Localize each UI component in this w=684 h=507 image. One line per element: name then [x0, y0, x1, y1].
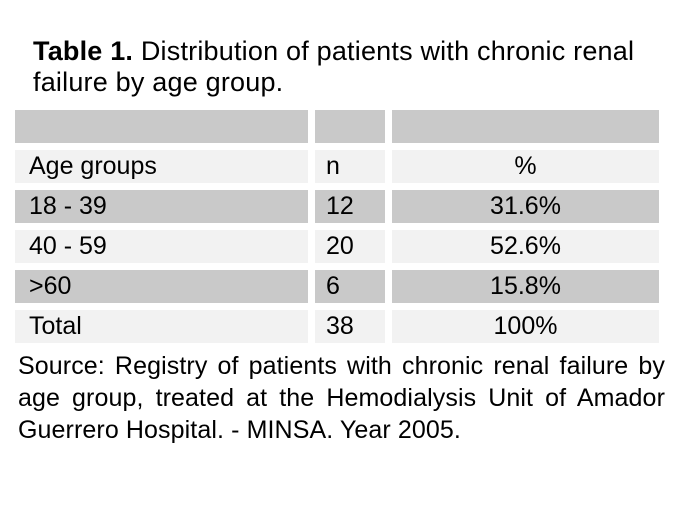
cell-percent-total: 100% — [392, 310, 659, 343]
cell-n-total: 38 — [315, 310, 385, 343]
cell-age-group: >60 — [15, 270, 308, 303]
table-caption: Table 1. Distribution of patients with c… — [33, 36, 663, 98]
source-note: Source: Registry of patients with chroni… — [18, 352, 665, 444]
cell-age-group: 40 - 59 — [15, 230, 308, 263]
cell-percent: 15.8% — [392, 270, 659, 303]
column-header-age-groups: Age groups — [15, 150, 308, 183]
cell-percent: 52.6% — [392, 230, 659, 263]
data-table: Age groups n % 18 - 39 12 31.6% 40 - 59 … — [15, 110, 659, 343]
page: Table 1. Distribution of patients with c… — [0, 36, 684, 446]
column-header-n: n — [315, 150, 385, 183]
column-header-percent: % — [392, 150, 659, 183]
empty-header-cell — [315, 110, 385, 143]
cell-percent: 31.6% — [392, 190, 659, 223]
empty-header-cell — [392, 110, 659, 143]
empty-header-cell — [15, 110, 308, 143]
cell-n: 12 — [315, 190, 385, 223]
table-caption-text: Distribution of patients with chronic re… — [33, 36, 635, 97]
cell-n: 6 — [315, 270, 385, 303]
cell-age-group: 18 - 39 — [15, 190, 308, 223]
cell-n: 20 — [315, 230, 385, 263]
table-caption-number: Table 1. — [33, 36, 134, 66]
cell-age-group-total: Total — [15, 310, 308, 343]
